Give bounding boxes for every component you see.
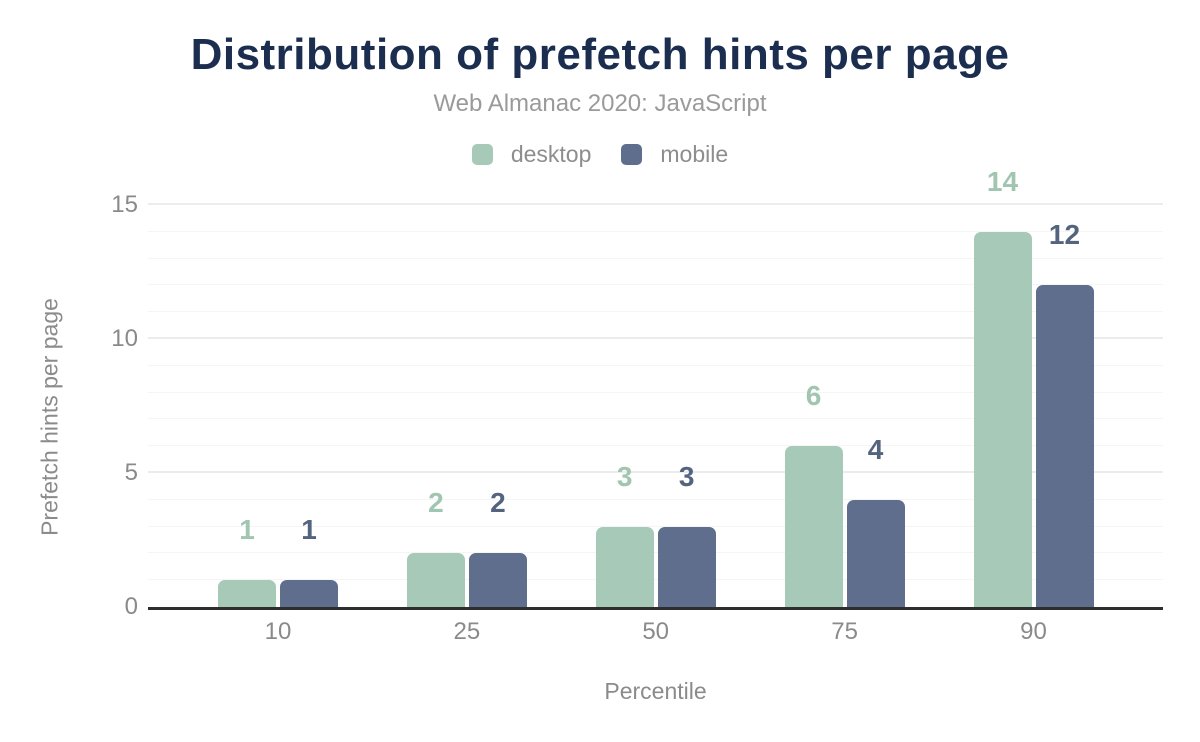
bar-value-label: 3 [616, 460, 633, 492]
gridline [148, 230, 1163, 232]
x-tick-label: 50 [642, 618, 670, 645]
chart-subtitle: Web Almanac 2020: JavaScript [433, 90, 767, 117]
plot-area [148, 203, 1163, 610]
gridline [148, 579, 1163, 581]
gridline [148, 257, 1163, 259]
x-tick-label: 10 [264, 618, 292, 645]
bar-value-label: 3 [678, 460, 695, 492]
desktop-series-swatch [471, 143, 493, 165]
x-tick-label: 90 [1020, 618, 1047, 645]
gridline [148, 203, 1163, 205]
gridline [148, 498, 1163, 500]
y-tick-label: 5 [124, 459, 138, 486]
legend: desktop mobile [0, 140, 1200, 168]
gridline [148, 337, 1163, 339]
bar-desktop-p90[interactable] [973, 231, 1032, 607]
legend-item-mobile[interactable]: mobile [621, 142, 728, 166]
gridline [148, 445, 1163, 447]
gridline [148, 284, 1163, 286]
bar-value-label: 6 [805, 380, 822, 412]
gridline [148, 552, 1163, 554]
bar-desktop-p10[interactable] [218, 580, 276, 607]
x-tick-label: 75 [831, 618, 858, 645]
bar-value-label: 1 [301, 514, 317, 546]
bar-value-label: 14 [986, 165, 1019, 197]
legend-item-desktop[interactable]: desktop [471, 141, 592, 167]
y-tick-label: 0 [124, 593, 138, 620]
gridline [148, 418, 1163, 420]
x-tick-label: 25 [453, 618, 481, 645]
bar-desktop-p75[interactable] [784, 446, 843, 607]
gridline [148, 525, 1163, 527]
bar-value-label: 12 [1048, 219, 1081, 251]
bar-mobile-p50[interactable] [657, 526, 716, 607]
bar-value-label: 2 [490, 487, 506, 519]
y-tick-label: 15 [111, 191, 138, 218]
legend-label-desktop: desktop [510, 141, 592, 167]
legend-label-mobile: mobile [660, 141, 729, 167]
gridline [148, 391, 1163, 393]
gridline [148, 471, 1163, 473]
bar-desktop-p50[interactable] [595, 526, 654, 607]
x-axis-title: Percentile [604, 678, 707, 704]
bar-mobile-p25[interactable] [468, 553, 527, 607]
bar-value-label: 1 [239, 514, 255, 546]
chart-title: Distribution of prefetch hints per page [190, 30, 1010, 79]
gridline [148, 311, 1163, 313]
bar-mobile-p10[interactable] [280, 580, 338, 607]
y-tick-label: 10 [111, 325, 138, 352]
bar-mobile-p75[interactable] [846, 499, 905, 607]
bar-desktop-p25[interactable] [406, 553, 465, 607]
bar-value-label: 4 [867, 433, 884, 465]
mobile-series-swatch [621, 143, 643, 165]
gridline [148, 364, 1163, 366]
bar-value-label: 2 [428, 487, 444, 519]
bar-mobile-p90[interactable] [1035, 285, 1094, 607]
